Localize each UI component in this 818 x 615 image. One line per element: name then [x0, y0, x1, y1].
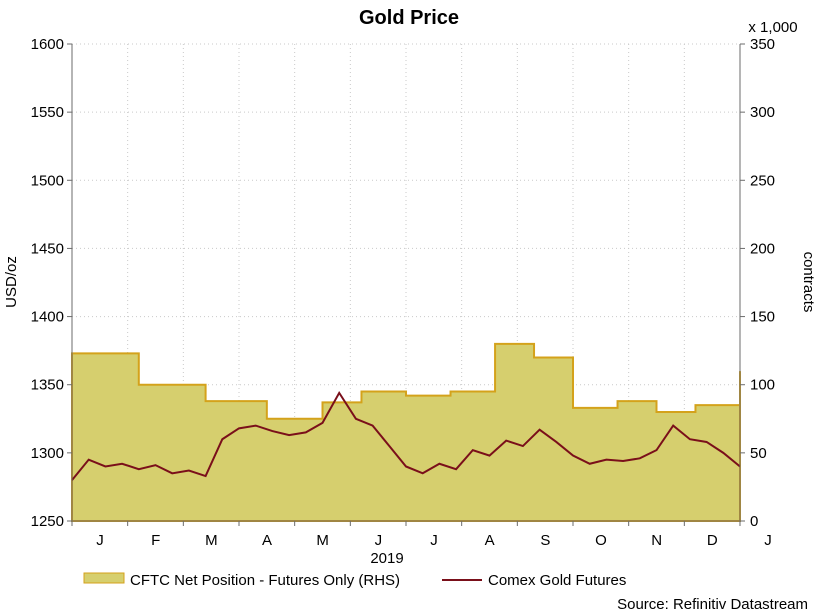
y-left-tick-label: 1250: [31, 513, 64, 530]
x-tick-label: J: [430, 532, 438, 549]
y-right-tick-label: 200: [750, 240, 775, 257]
y-left-tick-label: 1300: [31, 445, 64, 462]
x-tick-label: M: [205, 532, 218, 549]
x-axis-title: 2019: [370, 550, 403, 567]
x-tick-label: S: [540, 532, 550, 549]
y-left-tick-label: 1400: [31, 309, 64, 326]
source-note: Source: Refinitiv Datastream: [617, 596, 808, 613]
x-tick-label: J: [375, 532, 383, 549]
y-right-tick-label: 350: [750, 36, 775, 53]
y-right-tick-label: 0: [750, 513, 758, 530]
y-right-tick-label: 50: [750, 445, 767, 462]
x-tick-label: N: [651, 532, 662, 549]
x-tick-label: O: [595, 532, 607, 549]
series-cftc-net-position-area: [71, 342, 741, 522]
legend-label-comex: Comex Gold Futures: [488, 572, 626, 589]
y-axis-right-title: contracts: [800, 252, 817, 313]
y-left-tick-label: 1500: [31, 172, 64, 189]
y-right-tick-label: 100: [750, 377, 775, 394]
y-right-tick-label: 300: [750, 104, 775, 121]
x-tick-label: A: [485, 532, 495, 549]
legend: CFTC Net Position - Futures Only (RHS) Co…: [83, 572, 626, 589]
series-comex-gold-futures-line: [71, 390, 741, 481]
plot-layer: 1250 1300 1350 1400 1450 1500 1550 1600 0 50 100 15…: [31, 36, 775, 549]
x-tick-label: F: [151, 532, 160, 549]
x-tick-label: A: [262, 532, 272, 549]
y-left-tick-label: 1450: [31, 240, 64, 257]
y-right-tick-label: 150: [750, 309, 775, 326]
x-tick-label: D: [707, 532, 718, 549]
chart-title: Gold Price: [359, 7, 459, 29]
x-tick-label: J: [764, 532, 772, 549]
y-right-tick-label: 250: [750, 172, 775, 189]
x-tick-label: M: [316, 532, 329, 549]
y-left-tick-label: 1600: [31, 36, 64, 53]
right-axis-unit-note: x 1,000: [748, 19, 797, 36]
x-tick-label: J: [96, 532, 104, 549]
y-left-tick-label: 1550: [31, 104, 64, 121]
y-left-tick-label: 1350: [31, 377, 64, 394]
y-axis-left-title: USD/oz: [3, 256, 20, 308]
legend-label-cftc: CFTC Net Position - Futures Only (RHS): [130, 572, 400, 589]
legend-swatch-cftc: [83, 572, 125, 584]
